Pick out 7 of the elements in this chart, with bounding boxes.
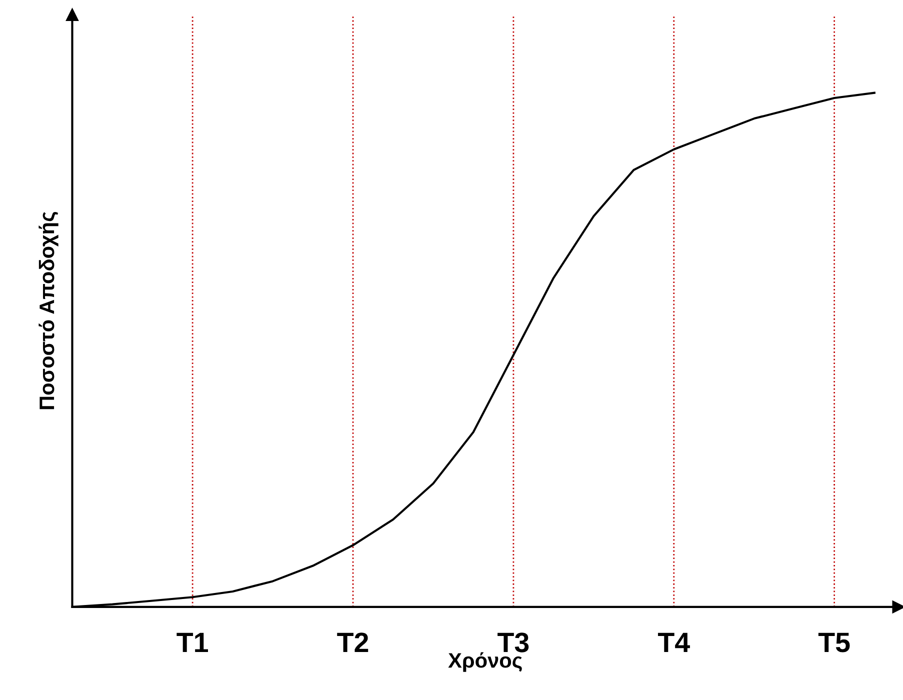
x-tick-label: T4 bbox=[658, 632, 690, 652]
x-tick-label: T2 bbox=[337, 632, 368, 652]
x-tick-label: T1 bbox=[176, 632, 208, 652]
x-tick-label: T5 bbox=[818, 632, 850, 652]
y-axis-title: Ποσοστό Αποδοχής bbox=[38, 212, 58, 410]
x-tick-label: T3 bbox=[498, 632, 529, 652]
x-axis-title: Χρόνος bbox=[448, 652, 522, 672]
